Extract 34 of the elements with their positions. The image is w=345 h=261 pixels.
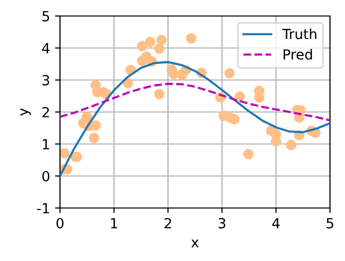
x-tick-label: 3 <box>218 218 226 228</box>
x-tick-label: 2 <box>164 218 172 228</box>
point <box>229 114 240 125</box>
point <box>122 78 134 88</box>
x-tick-label: 4 <box>272 218 280 228</box>
y-tick-label: 5 <box>42 11 50 22</box>
point <box>154 43 165 54</box>
point <box>243 149 254 160</box>
point <box>82 112 92 122</box>
legend-label: Truth <box>282 28 316 40</box>
y-tick-label: 3 <box>42 74 50 86</box>
legend-label: Pred <box>284 48 312 60</box>
point <box>156 34 167 46</box>
x-tick-label: 1 <box>111 218 118 228</box>
x-axis-title: x <box>191 240 199 248</box>
line-series <box>60 82 330 122</box>
point <box>234 91 246 102</box>
point <box>88 132 100 144</box>
y-tick-label: 2 <box>42 106 49 118</box>
point <box>286 140 296 150</box>
point <box>60 148 70 158</box>
point <box>90 120 101 131</box>
point <box>136 40 148 52</box>
x-tick-label: 5 <box>326 218 334 228</box>
point <box>224 68 235 78</box>
point <box>154 88 165 100</box>
y-tick-label: -1 <box>37 203 49 214</box>
y-tick-label: 1 <box>42 139 49 150</box>
point <box>144 36 156 48</box>
point <box>186 33 196 44</box>
x-tick-label: 0 <box>56 218 64 228</box>
y-axis-title: y <box>20 108 31 116</box>
y-tick-label: 0 <box>42 170 50 182</box>
y-tick-label: 4 <box>42 43 50 54</box>
